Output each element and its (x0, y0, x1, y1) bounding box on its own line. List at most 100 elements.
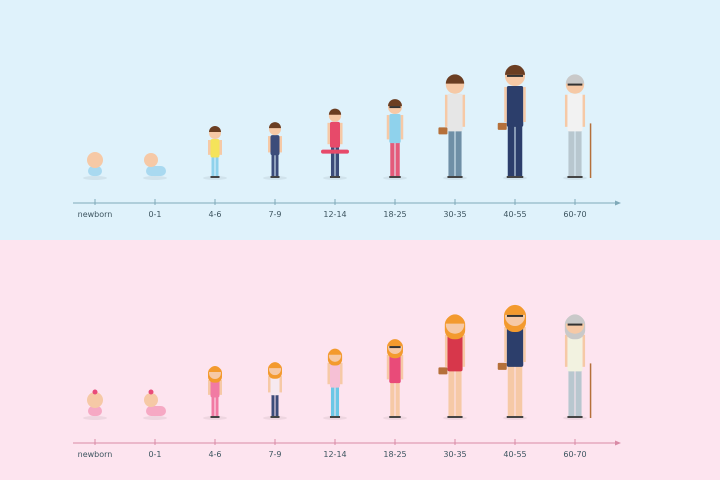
shoe (210, 176, 215, 178)
stage-label: 12-14 (323, 210, 346, 219)
stage-label: 40-55 (503, 450, 526, 459)
baby-body (88, 406, 102, 416)
leg (448, 369, 455, 418)
shoe (506, 416, 515, 418)
stage-label: 7-9 (268, 450, 281, 459)
shoe (270, 416, 275, 418)
stage-label: 4-6 (208, 450, 221, 459)
person-figure-60-70 (563, 314, 592, 420)
leg (215, 155, 219, 178)
shoe (270, 176, 275, 178)
arm (582, 94, 586, 127)
hair-top (269, 362, 281, 369)
axis-arrow-icon (615, 200, 621, 206)
briefcase-icon (497, 122, 507, 130)
leg (515, 124, 523, 178)
torso (270, 135, 280, 156)
arm (523, 326, 526, 363)
arm (444, 94, 448, 127)
hair-top (328, 108, 342, 115)
arm (268, 376, 271, 393)
shoe (329, 176, 335, 178)
baby-head (87, 152, 103, 168)
shoe (447, 416, 455, 418)
leg (211, 155, 215, 178)
person-figure-0-1 (143, 389, 167, 420)
stage-label: 60-70 (563, 450, 586, 459)
arm (504, 326, 507, 363)
shoe (455, 416, 463, 418)
stage-label: 12-14 (323, 450, 346, 459)
leg (448, 129, 455, 178)
person-figure-0-1 (143, 153, 167, 180)
hair-top (565, 314, 585, 324)
arm (279, 376, 282, 393)
leg (455, 129, 462, 178)
leg (568, 369, 575, 418)
shoe (575, 416, 583, 418)
briefcase-icon (438, 127, 448, 135)
male-timeline: newborn 0-1 4-6 7-9 12-14 18-25 30-35 40-55 60-7… (73, 64, 621, 219)
leg (515, 364, 523, 418)
baby-head (87, 392, 103, 408)
person-figure-40-55 (497, 304, 527, 420)
hair-top (388, 99, 402, 107)
arm (219, 140, 222, 155)
leg (330, 145, 335, 178)
arm (268, 136, 271, 153)
shoe (210, 416, 215, 418)
person-figure-4-6 (203, 126, 227, 180)
torso (567, 333, 583, 372)
torso (447, 333, 463, 372)
person-figure-12-14 (321, 108, 349, 180)
leg (395, 141, 400, 178)
baby-body (88, 166, 102, 176)
shoe (567, 416, 575, 418)
briefcase-icon (438, 367, 448, 375)
stage-label: 0-1 (148, 210, 161, 219)
shoe (335, 416, 341, 418)
axis-arrow-icon (615, 440, 621, 446)
stage-label: newborn (78, 210, 113, 219)
bow-icon (92, 389, 98, 395)
baby-head (144, 393, 158, 407)
person-figure-18-25 (383, 339, 407, 420)
shoe (567, 176, 575, 178)
leg (275, 393, 279, 418)
arm (340, 122, 343, 145)
arm (208, 380, 211, 395)
shoe (389, 176, 395, 178)
arm (400, 115, 404, 140)
torso (389, 114, 401, 144)
shoe (275, 176, 280, 178)
bow-icon (148, 389, 154, 395)
leg (271, 153, 275, 178)
leg (390, 141, 395, 178)
person-figure-12-14 (323, 348, 347, 420)
skateboard-icon (321, 149, 349, 154)
stage-label: 60-70 (563, 210, 586, 219)
torso (270, 375, 280, 396)
shoe (515, 176, 524, 178)
leg (390, 381, 395, 418)
leg (395, 381, 400, 418)
hair-top (269, 122, 281, 129)
stage-label: newborn (78, 450, 113, 459)
shadow (143, 416, 167, 420)
female-timeline: newborn 0-1 4-6 7-9 12-14 18-25 30-35 40-55 60-7… (73, 304, 621, 459)
hair-top (445, 314, 465, 324)
arm (462, 94, 466, 127)
arm (219, 380, 222, 395)
hair-top (504, 64, 526, 75)
shoe (329, 416, 335, 418)
shoe (335, 176, 341, 178)
shoe (455, 176, 463, 178)
shoe (275, 416, 280, 418)
shoe (395, 416, 401, 418)
arm (208, 140, 211, 155)
torso (447, 93, 463, 132)
stage-label: 18-25 (383, 450, 406, 459)
person-figure-newborn (83, 389, 107, 420)
arm (564, 94, 568, 127)
person-figure-40-55 (497, 64, 527, 180)
